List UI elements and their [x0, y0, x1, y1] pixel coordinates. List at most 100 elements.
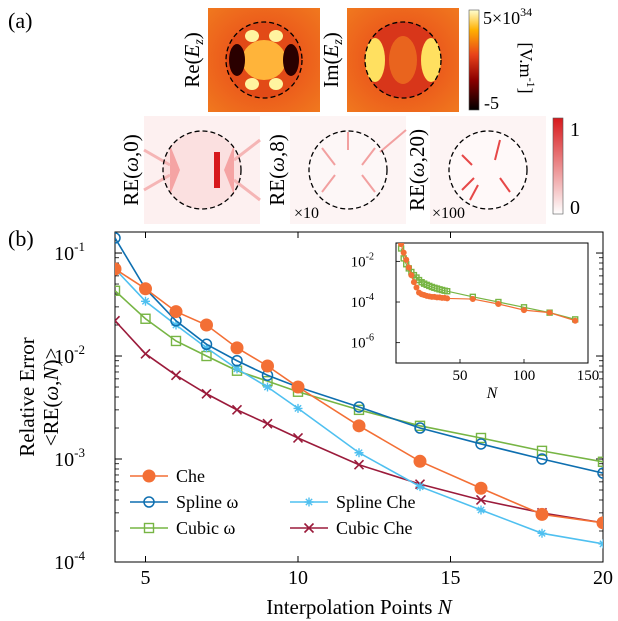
data-point: [263, 382, 272, 392]
data-point: [115, 315, 121, 326]
field-map-re-label: Re(Ez): [180, 32, 207, 88]
data-point: [415, 482, 425, 492]
inset-x-tick-label: 50: [453, 368, 468, 384]
data-point: [143, 496, 155, 508]
inset-y-tick-label: 10-4: [351, 292, 374, 311]
legend-label: Che: [176, 466, 205, 486]
data-point: [546, 309, 553, 316]
data-point: [414, 422, 426, 434]
data-point: [232, 364, 242, 374]
inset-series-che: [398, 243, 579, 324]
y-tick-label: 10-4: [54, 548, 85, 574]
x-tick-label: 15: [441, 567, 461, 589]
data-point: [597, 456, 603, 467]
error-map-20-label: RE(ω,20): [405, 129, 429, 211]
series-line: [115, 320, 603, 524]
data-point: [169, 305, 183, 319]
main-series-layer: [115, 232, 603, 549]
inset-y-tick-label: 10-6: [351, 333, 374, 352]
data-point: [170, 335, 182, 347]
data-point: [521, 307, 527, 314]
data-point: [292, 432, 304, 444]
data-point: [474, 481, 488, 495]
legend-label: Spline Che: [336, 492, 416, 512]
legend-entry: Che: [130, 466, 205, 486]
x-axis-label: Interpolation Points N: [266, 595, 453, 619]
data-point: [354, 448, 364, 458]
x-tick-label: 5: [141, 567, 151, 589]
y-tick-label: 10-1: [54, 239, 85, 265]
inset-axes: 50 100 150 10-2 10-4 10-6: [351, 251, 600, 384]
main-axes: 5 10 15 20 10-1 10-2 10-3 10-4: [54, 232, 613, 589]
legend-entry: Cubic Che: [290, 518, 413, 538]
error-map-0: [143, 116, 261, 224]
data-point: [303, 522, 315, 534]
field-colorbar: [468, 9, 480, 111]
data-point: [141, 296, 150, 306]
data-point: [537, 528, 547, 538]
data-point: [304, 497, 314, 507]
data-point: [475, 432, 487, 444]
data-point: [400, 249, 407, 256]
data-point: [231, 354, 243, 367]
data-point: [201, 388, 212, 399]
data-point: [444, 295, 451, 302]
data-point: [140, 313, 151, 324]
field-map-re: [208, 8, 320, 112]
data-point: [405, 264, 412, 271]
data-point: [398, 243, 405, 248]
y-tick-label: 10-2: [54, 342, 85, 368]
legend-entry: Spline ω: [130, 492, 239, 512]
legend-entry: Cubic ω: [130, 518, 235, 538]
data-point: [475, 438, 487, 450]
data-point: [353, 401, 365, 413]
data-point: [261, 359, 274, 373]
data-point: [495, 300, 502, 307]
legend-entry: Spline Che: [290, 492, 416, 512]
inset-series-layer: [397, 243, 579, 324]
y-axis-label-line1: Relative Error: [15, 337, 39, 457]
data-point: [200, 338, 213, 351]
inset-x-tick-label: 100: [513, 368, 536, 384]
data-point: [475, 494, 487, 506]
panel-b-label: (b): [8, 226, 34, 251]
data-point: [410, 279, 417, 286]
inset-series-cubic-ω: [397, 245, 579, 323]
data-point: [598, 539, 603, 549]
panel-a-label: (a): [8, 8, 32, 33]
error-map-0-label: RE(ω,0): [119, 134, 143, 205]
x-tick-label: 10: [288, 567, 308, 589]
data-point: [408, 272, 415, 279]
error-map-8: [290, 116, 407, 224]
legend-label: Cubic Che: [336, 518, 413, 538]
data-point: [291, 380, 305, 394]
data-point: [536, 453, 548, 465]
data-point: [262, 418, 273, 429]
data-point: [536, 445, 548, 457]
data-point: [572, 317, 579, 324]
data-point: [352, 419, 366, 433]
data-point: [403, 256, 410, 263]
data-point: [535, 507, 549, 521]
data-point: [142, 469, 156, 483]
error-map-20: [430, 116, 546, 224]
data-point: [597, 467, 603, 479]
data-point: [413, 454, 427, 468]
data-point: [115, 285, 121, 296]
inset-y-tick-label: 10-2: [351, 251, 374, 270]
data-point: [293, 403, 303, 413]
data-point: [139, 282, 152, 296]
data-point: [469, 296, 476, 303]
error-colorbar-max: 1: [570, 119, 580, 141]
data-point: [115, 262, 122, 276]
y-tick-label: 10-3: [54, 445, 85, 471]
inset-x-tick-label: 150: [577, 368, 600, 384]
data-point: [231, 404, 243, 415]
data-point: [170, 370, 182, 381]
legend: Che Spline ω Cubic ω Spline Che Cubic Che: [130, 466, 416, 538]
data-point: [202, 343, 211, 353]
series-che: [115, 262, 603, 530]
data-point: [476, 505, 486, 515]
error-map-8-label: RE(ω,8): [265, 134, 289, 205]
